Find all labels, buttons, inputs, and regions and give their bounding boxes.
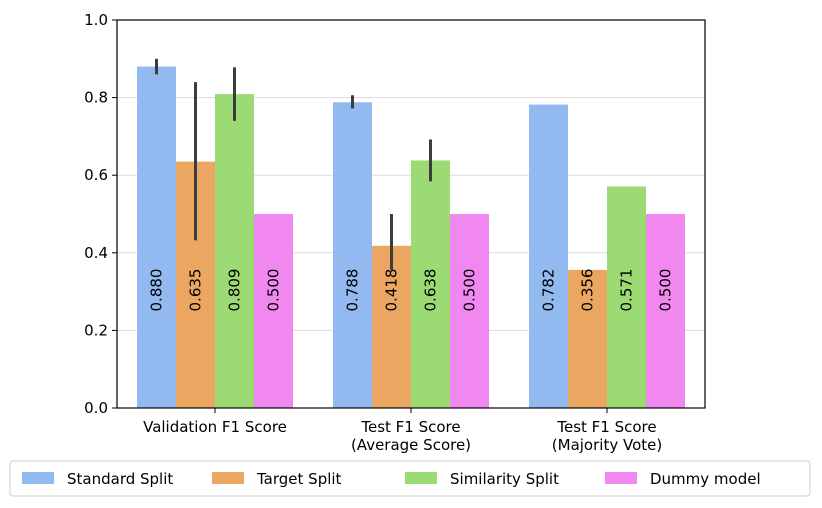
legend-swatch	[605, 472, 637, 484]
bar-value-label: 0.880	[148, 269, 166, 312]
bar-standard-split	[137, 66, 176, 408]
bar-standard-split	[529, 104, 568, 409]
bar-value-label: 0.788	[344, 269, 362, 312]
bar-similarity-split	[607, 186, 646, 408]
x-tick-label: Test F1 Score	[360, 418, 460, 436]
bar-dummy-model	[450, 214, 489, 408]
x-tick-label: (Majority Vote)	[552, 436, 662, 454]
x-tick-label: Validation F1 Score	[143, 418, 287, 436]
bar-similarity-split	[411, 160, 450, 408]
y-tick-label: 0.0	[84, 399, 108, 417]
bar-dummy-model	[254, 214, 293, 408]
y-tick-label: 0.6	[84, 166, 108, 184]
bar-value-label: 0.500	[657, 269, 675, 312]
bar-value-label: 0.809	[226, 269, 244, 312]
bar-value-label: 0.500	[265, 269, 283, 312]
legend-label: Standard Split	[67, 470, 173, 488]
legend-label: Similarity Split	[450, 470, 559, 488]
bar-value-label: 0.782	[540, 269, 558, 312]
legend-swatch	[405, 472, 437, 484]
bar-target-split	[372, 245, 411, 408]
axes: 0.0 0.2 0.4 0.6 0.8 1.0 Validation F1 Score Tes…	[84, 11, 662, 454]
error-bars	[155, 58, 432, 270]
bar-value-label: 0.356	[579, 269, 597, 312]
legend-swatch	[212, 472, 244, 484]
bar-value-label: 0.500	[461, 269, 479, 312]
bar-value-label: 0.571	[618, 269, 636, 312]
y-tick-label: 0.8	[84, 89, 108, 107]
bars	[137, 66, 685, 409]
bar-value-label: 0.418	[383, 269, 401, 312]
x-tick-label: Test F1 Score	[556, 418, 656, 436]
bar-dummy-model	[646, 214, 685, 408]
bar-similarity-split	[215, 94, 254, 408]
bar-value-label: 0.638	[422, 269, 440, 312]
bar-value-label: 0.635	[187, 269, 205, 312]
legend-label: Dummy model	[650, 470, 761, 488]
legend-label: Target Split	[256, 470, 342, 488]
x-tick-label: (Average Score)	[351, 436, 471, 454]
legend-swatch	[22, 472, 54, 484]
bar-target-split	[568, 269, 607, 408]
y-tick-label: 0.4	[84, 244, 108, 262]
y-tick-label: 1.0	[84, 11, 108, 29]
y-tick-label: 0.2	[84, 321, 108, 339]
legend: Standard Split Target Split Similarity Spl…	[9, 460, 811, 497]
bar-standard-split	[333, 102, 372, 409]
value-labels: 0.880 0.788 0.782 0.635 0.418 0.356 0.809 0.638…	[148, 269, 675, 312]
